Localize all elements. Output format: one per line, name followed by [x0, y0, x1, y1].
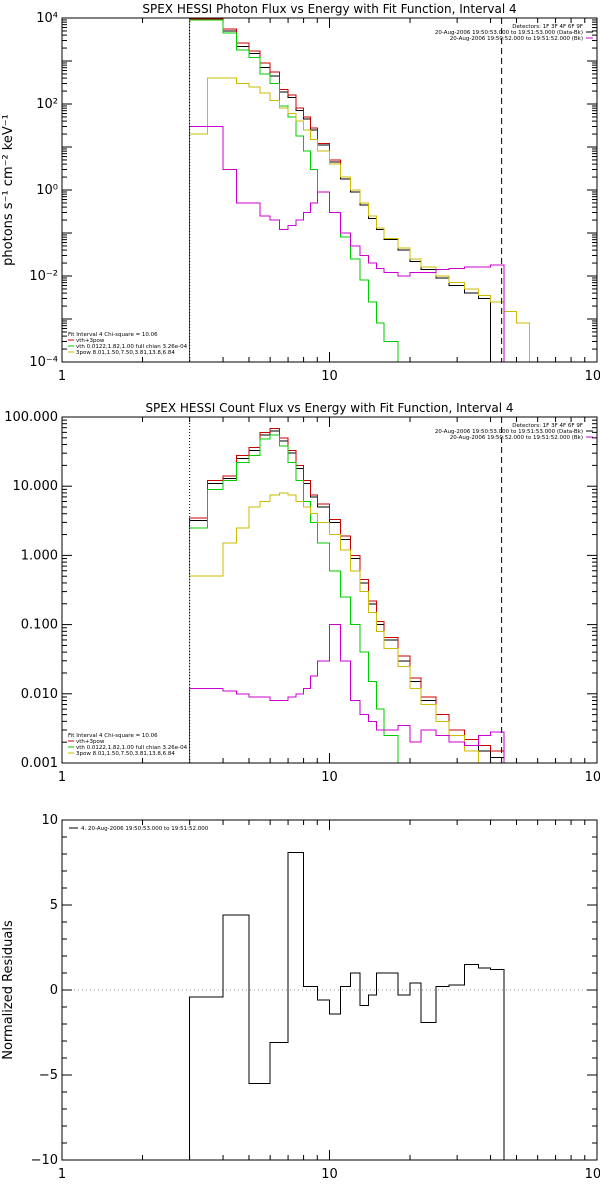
y-tick-label: 0 — [50, 983, 58, 998]
series-3-line — [189, 19, 422, 362]
x-ticks: 1 10 100 — [58, 820, 600, 1182]
y-axis-label: Normalized Residuals — [1, 920, 16, 1060]
series-4-line — [189, 77, 531, 362]
chart-title: SPEX HESSI Photon Flux vs Energy with Fi… — [142, 2, 516, 16]
y-tick-label: 10⁻⁴ — [29, 355, 58, 370]
x-tick-label: 1 — [58, 770, 66, 785]
x-ticks: 1 10 100 — [58, 417, 600, 785]
series-5-line — [189, 125, 505, 362]
y-tick-label: 10⁻² — [29, 269, 58, 284]
legend-entry: 3pow 8.01,1.50,7.50,3.81,13.8,6.84 — [76, 751, 175, 757]
legend-entry: 20-Aug-2006 19:50:52.000 to 19:51:52.000… — [450, 36, 583, 42]
legend-entry: Detectors: 1F 3F 4F 6F 9F — [512, 423, 583, 429]
legend-top: 4. 20-Aug-2006 19:50:53.000 to 19:51:52.… — [69, 826, 209, 832]
legend-bottom: Fit Interval 4 Chi-square = 10.06vth+3po… — [68, 332, 188, 356]
x-tick-label: 1 — [58, 369, 66, 384]
legend-entry: 20-Aug-2006 19:50:52.000 to 19:51:52.000… — [450, 435, 583, 441]
y-tick-label: −10 — [31, 1153, 58, 1168]
legend-entry: 3pow 8.01,1.50,7.50,3.81,13.8,6.84 — [76, 350, 175, 356]
y-tick-label: 10² — [36, 97, 58, 112]
y-tick-label: 0.010 — [21, 687, 58, 702]
legend-entry: 4. 20-Aug-2006 19:50:53.000 to 19:51:52.… — [81, 826, 209, 832]
plot-area — [189, 18, 531, 362]
plot-frame — [61, 416, 598, 764]
y-tick-label: 10 — [41, 813, 58, 828]
x-ticks: 1 10 100 — [58, 18, 600, 384]
chart-3: Normalized Residuals 1 10 100 −10 −5 0 5 10 4. 20… — [1, 813, 600, 1182]
legend-entry: vth 0.0122,1.82,1.00 full chian 3.26e-04 — [76, 745, 188, 751]
y-tick-label: 0.001 — [21, 756, 58, 771]
y-tick-label: 10⁴ — [36, 11, 58, 26]
series-1-line — [189, 19, 492, 362]
y-tick-label: 10⁰ — [36, 183, 58, 198]
y-tick-label: 0.100 — [21, 618, 58, 633]
legend-entry: vth 0.0122,1.82,1.00 full chian 3.26e-04 — [76, 344, 188, 350]
series-1-line — [189, 851, 505, 1160]
y-ticks: 10⁻⁴ 10⁻² 10⁰ 10² 10⁴ — [29, 11, 597, 370]
y-tick-label: 100.000 — [4, 410, 58, 425]
x-tick-label: 10 — [321, 770, 338, 785]
legend-entry: Fit Interval 4 Chi-square = 10.06 — [68, 332, 158, 338]
plot-area — [189, 851, 505, 1160]
plot-frame — [61, 17, 598, 363]
chart-1: SPEX HESSI Photon Flux vs Energy with Fi… — [1, 2, 600, 384]
legend-entry: 20-Aug-2006 19:50:53.000 to 19:51:53.000… — [435, 429, 583, 435]
chart-2: SPEX HESSI Count Flux vs Energy with Fit… — [4, 401, 600, 785]
series-4-line — [189, 492, 491, 763]
plot-frame — [61, 819, 598, 1161]
y-axis-label: photons s⁻¹ cm⁻² keV⁻¹ — [1, 114, 16, 266]
x-tick-label: 10 — [321, 369, 338, 384]
series-3-line — [189, 434, 422, 763]
plot-area — [189, 428, 505, 763]
x-tick-label: 100 — [585, 770, 600, 785]
x-tick-label: 1 — [58, 1167, 66, 1182]
x-tick-label: 100 — [585, 369, 600, 384]
y-tick-label: 5 — [50, 898, 58, 913]
legend-entry: Fit Interval 4 Chi-square = 10.06 — [68, 733, 158, 739]
legend-entry: Detectors: 1F 3F 4F 6F 9F — [512, 24, 583, 30]
series-2-line — [189, 428, 505, 763]
y-ticks: 0.001 0.010 0.100 1.000 10.000 100.000 — [4, 410, 597, 771]
legend-entry: vth+3pow — [76, 739, 105, 745]
x-tick-label: 100 — [585, 1167, 600, 1182]
y-tick-label: 10.000 — [13, 479, 59, 494]
legend-bottom: Fit Interval 4 Chi-square = 10.06vth+3po… — [68, 733, 188, 757]
chart-title: SPEX HESSI Count Flux vs Energy with Fit… — [145, 401, 513, 415]
legend-entry: 20-Aug-2006 19:50:53.000 to 19:51:53.000… — [435, 30, 583, 36]
y-tick-label: −5 — [39, 1068, 58, 1083]
y-ticks: −10 −5 0 5 10 — [31, 813, 597, 1168]
legend-entry: vth+3pow — [76, 338, 105, 344]
series-5-line — [189, 624, 505, 763]
x-tick-label: 10 — [321, 1167, 338, 1182]
y-tick-label: 1.000 — [21, 548, 58, 563]
